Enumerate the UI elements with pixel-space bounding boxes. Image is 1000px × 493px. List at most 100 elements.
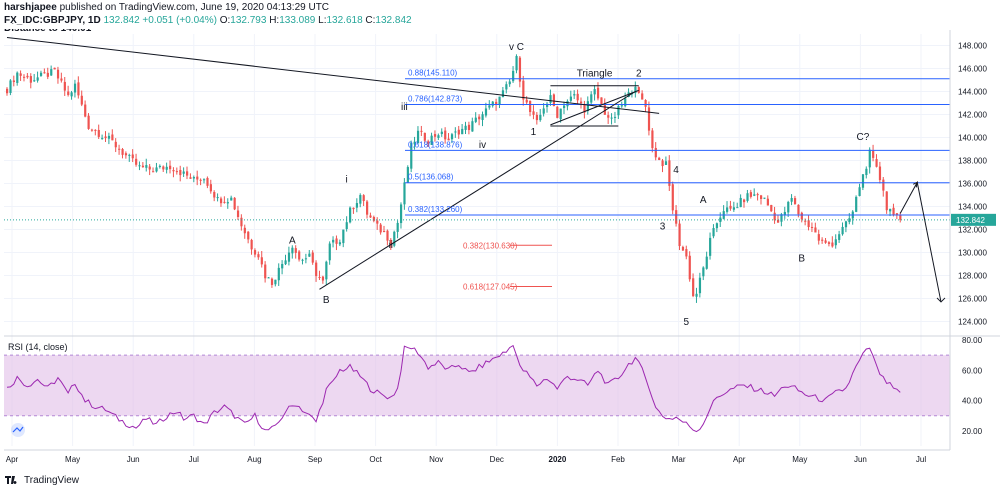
low-label: L: [318,15,327,26]
candle-body [155,167,158,172]
candle-body [298,251,301,260]
trendline [6,36,660,114]
candle-body [6,88,9,94]
candle-body [518,57,522,82]
wave-label: A [289,235,296,246]
time-tick-label: Dec [490,455,504,464]
candle-body [637,87,640,93]
close-label: C: [365,15,376,26]
candle-body [770,204,773,212]
candle-body [416,130,420,144]
candle-body [634,86,637,94]
price-tick-label: 134.000 [958,203,987,212]
close-value: 132.842 [375,15,412,26]
candle-body [148,166,151,170]
candle-body [342,229,345,244]
symbol-legend: FX_IDC:GBPJPY, 1D 132.842 +0.051 (+0.04%… [4,15,412,26]
candle-body [162,166,165,170]
candle-body [505,84,508,90]
candle-body [328,243,331,261]
candle-body [396,222,399,232]
projection-arrowhead [913,181,918,188]
candle-body [885,191,888,211]
candle-body [512,70,515,82]
candle-body [817,234,820,241]
candle-body [362,195,365,202]
candle-body [603,104,606,115]
brand-footer[interactable]: TradingView [4,474,79,486]
candle-body [895,213,899,215]
candle-body [73,83,77,93]
candle-body [264,264,267,279]
candle-body [569,96,572,101]
candle-body [749,192,753,197]
time-tick-label: Aug [247,455,261,464]
candle-body [841,226,844,235]
candle-body [186,171,189,176]
candle-body [773,212,776,221]
candle-body [206,177,209,186]
candle-body [705,256,708,269]
author-name[interactable]: harshjapee [4,2,57,13]
candle-body [325,261,328,280]
candle-body [576,93,579,101]
candle-body [563,105,566,109]
candle-body [114,141,117,148]
candle-body [433,134,437,137]
candle-body [529,100,532,113]
candle-body [579,101,583,104]
price-tick-label: 144.000 [958,88,987,97]
candle-body [838,234,841,240]
candle-body [729,205,732,209]
candle-body [223,201,226,203]
candle-body [63,81,66,91]
candle-body [158,165,162,167]
candle-body [855,196,858,212]
price-tick-label: 138.000 [958,157,987,166]
rsi-tick-label: 80.00 [962,336,983,345]
candle-body [36,77,39,81]
candle-body [43,72,46,74]
candle-body [712,228,715,237]
candle-body [406,167,409,183]
candle-body [593,89,596,95]
tv-watermark-icon [12,426,24,433]
candle-body [515,56,518,71]
candle-body [661,160,664,167]
candle-body [39,72,43,76]
candle-body [352,207,355,210]
candle-body [111,134,114,141]
candle-body [447,138,450,141]
candle-body [427,141,430,144]
candle-body [94,129,97,131]
candle-body [138,165,141,167]
price-tick-label: 142.000 [958,111,987,120]
projection-arrowhead [936,297,946,303]
candle-body [257,254,260,258]
candle-body [549,95,552,103]
candle-body [780,214,783,222]
candle-body [87,115,90,129]
candle-body [260,257,263,265]
time-tick-label: Apr [6,455,19,464]
candle-body [715,223,719,229]
candle-body [858,187,861,197]
candle-body [491,101,494,106]
candle-body [624,98,627,107]
candle-body [797,204,800,215]
fib-level-label: 0.88(145.110) [408,69,458,78]
candle-body [566,101,569,107]
candle-body [804,220,807,222]
candle-body [243,227,246,234]
candle-body [739,197,742,208]
symbol-name[interactable]: FX_IDC:GBPJPY, 1D [4,15,101,26]
candle-body [192,177,195,179]
candle-body [281,263,284,269]
candle-body [467,124,471,131]
candle-body [270,278,274,285]
candle-body [763,197,766,199]
candle-body [141,165,145,168]
wave-label: 2 [636,69,642,80]
candle-body [807,220,810,228]
